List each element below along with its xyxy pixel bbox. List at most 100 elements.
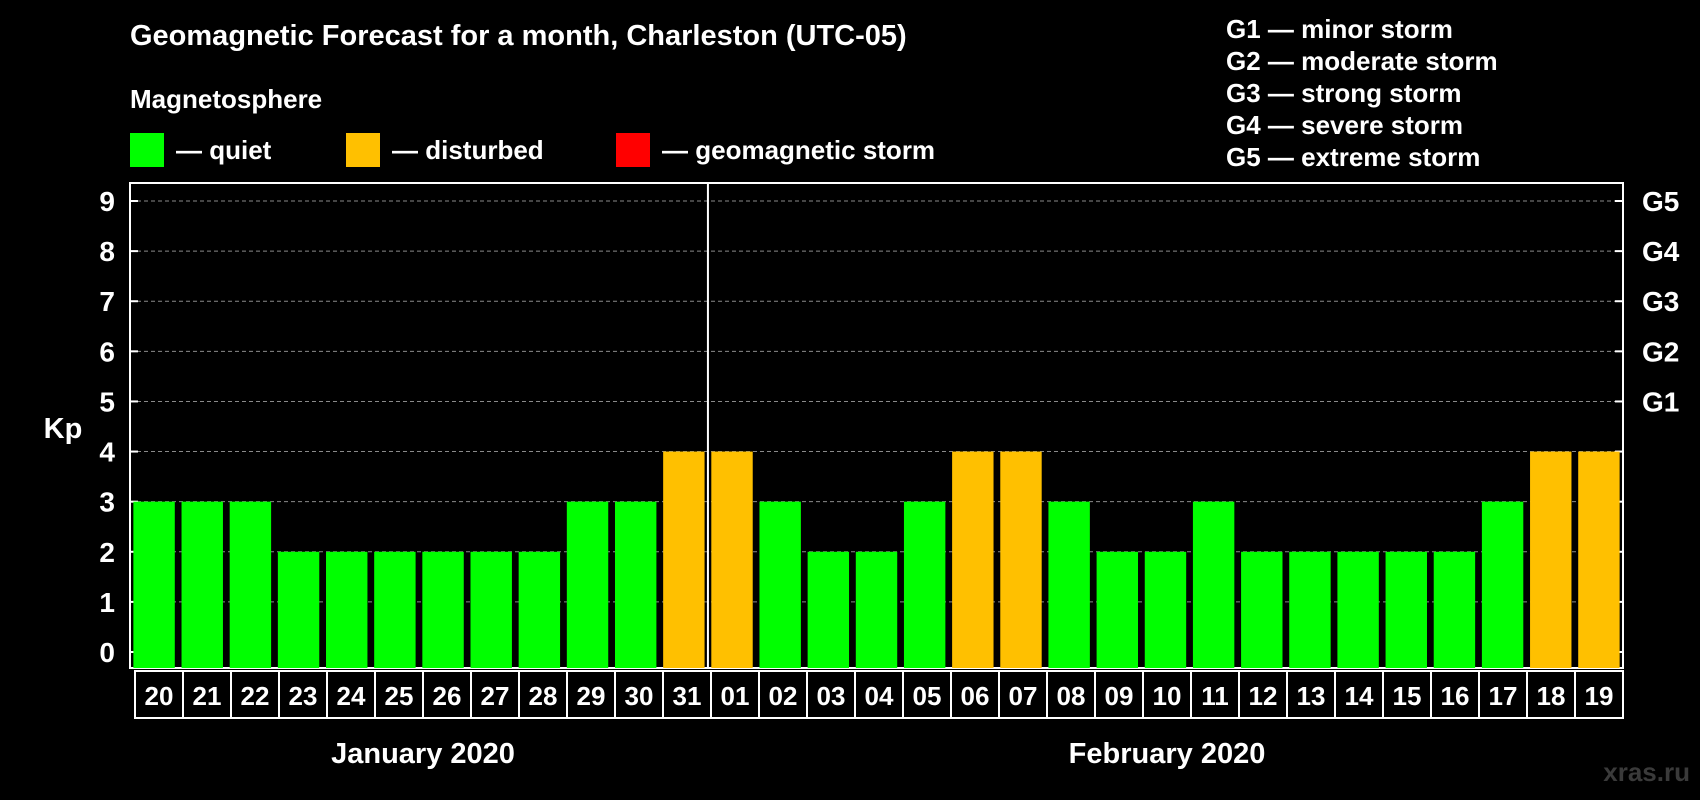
- kp-bar: [855, 551, 898, 668]
- x-tick-label: 03: [817, 681, 846, 711]
- x-tick-label: 23: [289, 681, 318, 711]
- month-label: January 2020: [331, 738, 515, 770]
- legend-item-quiet: — quiet: [130, 133, 271, 167]
- x-tick-label: 14: [1345, 681, 1374, 711]
- kp-bar: [470, 551, 512, 668]
- legend-item-disturbed: — disturbed: [346, 133, 544, 167]
- kp-bar: [711, 451, 753, 668]
- kp-bar: [1048, 501, 1090, 668]
- y-tick-label: 0: [99, 637, 115, 668]
- y-tick-label: 9: [99, 186, 115, 217]
- y-tick-label: 7: [99, 286, 115, 317]
- legend-label-storm: — geomagnetic storm: [662, 134, 936, 165]
- y-tick-label: 2: [99, 537, 115, 568]
- x-tick-label: 27: [481, 681, 510, 711]
- kp-bar: [1096, 551, 1139, 668]
- month-label: February 2020: [1069, 738, 1266, 770]
- x-tick-label: 25: [385, 681, 414, 711]
- y-tick-label: 1: [99, 587, 115, 618]
- kp-bar: [566, 501, 609, 668]
- y-tick-label: 8: [99, 236, 115, 267]
- kp-bar: [1337, 551, 1379, 668]
- legend-item-storm: — geomagnetic storm: [616, 133, 935, 167]
- x-tick-label: 29: [577, 681, 606, 711]
- storm-scale-g1: G1 — minor storm: [1226, 14, 1453, 44]
- kp-bar: [277, 551, 320, 668]
- kp-bar: [1385, 551, 1427, 668]
- kp-bar: [422, 551, 464, 668]
- storm-scale-g3: G3 — strong storm: [1226, 78, 1462, 108]
- watermark: xras.ru: [1603, 757, 1690, 787]
- x-tick-label: 15: [1393, 681, 1422, 711]
- kp-bar: [229, 501, 272, 668]
- x-tick-label: 06: [961, 681, 990, 711]
- storm-scale-g5: G5 — extreme storm: [1226, 142, 1481, 172]
- storm-level-label: G5: [1642, 186, 1679, 217]
- kp-bar: [374, 551, 416, 668]
- x-tick-label: 24: [337, 681, 366, 711]
- x-tick-label: 02: [769, 681, 798, 711]
- x-tick-label: 11: [1201, 681, 1229, 711]
- x-tick-label: 13: [1297, 681, 1326, 711]
- legend-subtitle: Magnetosphere: [130, 84, 323, 114]
- kp-bar: [952, 451, 994, 668]
- x-label-strip: [134, 670, 1624, 719]
- x-tick-label: 31: [673, 681, 702, 711]
- kp-bar: [903, 501, 946, 668]
- x-tick-label: 26: [433, 681, 462, 711]
- x-tick-label: 09: [1105, 681, 1134, 711]
- x-tick-label: 28: [529, 681, 558, 711]
- kp-bar: [614, 501, 657, 668]
- x-tick-label: 07: [1009, 681, 1038, 711]
- x-tick-label: 17: [1489, 681, 1518, 711]
- legend-swatch-storm: [616, 133, 650, 167]
- x-tick-label: 19: [1585, 681, 1614, 711]
- x-tick-label: 01: [721, 681, 750, 711]
- x-tick-label: 20: [145, 681, 174, 711]
- y-tick-label: 3: [99, 487, 115, 518]
- legend-swatch-quiet: [130, 133, 164, 167]
- x-tick-label: 04: [865, 681, 894, 711]
- storm-level-label: G4: [1642, 236, 1680, 267]
- chart-title: Geomagnetic Forecast for a month, Charle…: [130, 20, 907, 52]
- x-tick-label: 05: [913, 681, 942, 711]
- legend-label-quiet: — quiet: [176, 134, 272, 165]
- x-tick-label: 08: [1057, 681, 1086, 711]
- storm-level-label: G1: [1642, 386, 1679, 417]
- legend-label-disturbed: — disturbed: [392, 134, 544, 165]
- legend-swatch-disturbed: [346, 133, 380, 167]
- x-tick-label: 22: [241, 681, 270, 711]
- y-tick-label: 5: [99, 386, 115, 417]
- kp-bar: [663, 451, 705, 668]
- storm-scale-legend: G1 — minor storm G2 — moderate storm G3 …: [1226, 13, 1498, 173]
- x-tick-label: 30: [625, 681, 654, 711]
- storm-level-label: G3: [1642, 286, 1679, 317]
- storm-scale-g2: G2 — moderate storm: [1226, 46, 1498, 76]
- kp-bar: [1289, 551, 1331, 668]
- y-tick-label: 6: [99, 336, 115, 367]
- x-tick-label: 21: [193, 681, 222, 711]
- kp-bar: [1481, 501, 1524, 668]
- kp-bar: [1578, 451, 1620, 668]
- x-tick-label: 12: [1249, 681, 1278, 711]
- kp-bar: [1000, 451, 1042, 668]
- storm-level-label: G2: [1642, 336, 1679, 367]
- kp-bar: [807, 551, 850, 668]
- x-tick-label: 16: [1441, 681, 1470, 711]
- storm-scale-g4: G4 — severe storm: [1226, 110, 1464, 140]
- x-tick-label: 10: [1153, 681, 1182, 711]
- kp-bar: [1192, 501, 1235, 668]
- kp-bar: [326, 551, 368, 668]
- kp-bar: [759, 501, 801, 668]
- kp-bar: [133, 501, 175, 668]
- y-axis-label: Kp: [44, 413, 83, 445]
- kp-bar: [181, 501, 223, 668]
- kp-bar: [1144, 551, 1187, 668]
- kp-bar: [1241, 551, 1283, 668]
- kp-bar: [1433, 551, 1476, 668]
- kp-bar: [518, 551, 561, 668]
- y-tick-label: 4: [99, 437, 115, 468]
- x-tick-label: 18: [1537, 681, 1566, 711]
- kp-bar: [1530, 451, 1572, 668]
